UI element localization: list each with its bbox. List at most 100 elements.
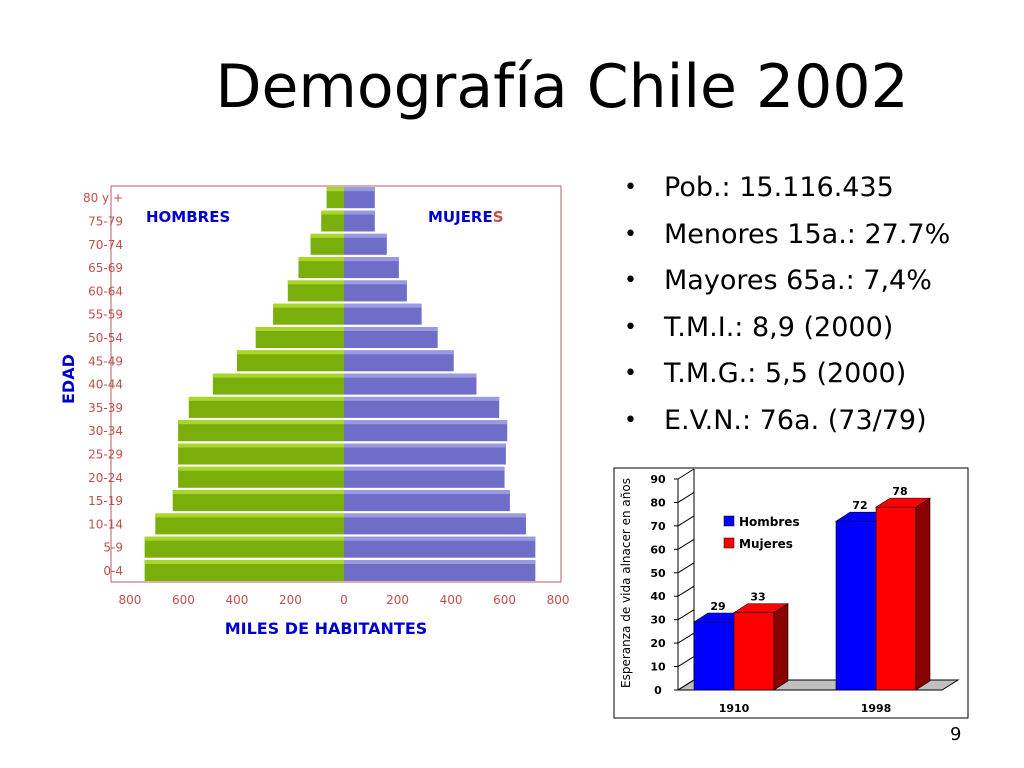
- pyramid-bar-male: [326, 187, 344, 209]
- pyramid-bar-male-highlight: [172, 490, 344, 495]
- pyramid-bar-male: [155, 513, 344, 535]
- pyramid-x-ticks: 800 600 400 200 0 200 400 600 800: [118, 593, 569, 607]
- bullet-dot: •: [624, 221, 637, 247]
- pyramid-bar-female: [344, 233, 387, 255]
- pyramid-bar-female-highlight: [344, 373, 477, 378]
- life-gridline: [677, 632, 695, 644]
- pyramid-bar-male: [298, 257, 344, 279]
- bullet-dot: •: [624, 175, 637, 200]
- pyramid-bar-male-highlight: [188, 396, 344, 401]
- pyramid-bar-male-highlight: [178, 466, 344, 471]
- pyramid-bar-female: [344, 466, 505, 488]
- pyramid-bar-female-highlight: [344, 513, 526, 518]
- bullet-item: • T.M.I.: 8,9 (2000): [624, 305, 950, 352]
- pyramid-bar-male: [236, 350, 344, 372]
- life-legend-label: Mujeres: [739, 537, 793, 551]
- life-y-tick-label: 40: [650, 590, 666, 603]
- pyramid-bar-male: [287, 280, 344, 302]
- bullet-item: • Mayores 65a.: 7,4%: [624, 258, 950, 305]
- pyramid-age-label: 55-59: [88, 308, 123, 322]
- pyramid-bar-female-highlight: [344, 420, 508, 425]
- pyramid-x-tick-label: 400: [440, 593, 463, 607]
- life-bar-value-label: 72: [852, 499, 867, 512]
- pyramid-age-label: 65-69: [88, 261, 123, 275]
- life-bar: [875, 506, 917, 691]
- pyramid-bar-male-highlight: [155, 513, 344, 518]
- pyramid-bar-female: [344, 373, 477, 395]
- population-pyramid-chart: 0-4 5-9 10-14 15-19 20-24 25-29 30-34 35-39 40-4…: [59, 185, 570, 638]
- life-y-tick-label: 90: [650, 473, 666, 486]
- bullet-text: T.M.I.: 8,9 (2000): [664, 311, 894, 343]
- life-gridline: [677, 492, 695, 503]
- pyramid-x-tick-label: 400: [226, 593, 249, 607]
- pyramid-age-label: 50-54: [88, 331, 123, 345]
- bullet-text: Pob.: 15.116.435: [664, 172, 894, 203]
- bullet-text: Menores 15a.: 27.7%: [664, 218, 951, 250]
- pyramid-bar-male-highlight: [255, 327, 344, 331]
- life-y-tick-label: 30: [650, 614, 666, 627]
- life-chart-legend: Hombres Mujeres: [723, 515, 800, 551]
- bullet-item: • E.V.N.: 76a. (73/79): [624, 398, 950, 445]
- pyramid-bar-female: [344, 210, 375, 232]
- life-y-axis-label: Esperanza de vida alnacer en años: [619, 478, 633, 688]
- pyramid-bar-female: [344, 187, 375, 209]
- pyramid-bar-female-highlight: [344, 303, 422, 308]
- pyramid-bar-male-highlight: [178, 420, 344, 425]
- bullet-dot: •: [624, 268, 637, 293]
- bullet-text: T.M.G.: 5,5 (2000): [664, 358, 907, 389]
- pyramid-bar-female: [344, 396, 500, 418]
- life-bar-value-label: 33: [750, 591, 765, 604]
- pyramid-bar-female: [344, 350, 454, 372]
- life-gridline: [677, 515, 695, 527]
- life-gridline: [677, 679, 695, 691]
- pyramid-age-label: 70-74: [88, 238, 123, 252]
- pyramid-age-label: 0-4: [103, 564, 123, 578]
- life-y-tick-label: 0: [654, 684, 662, 697]
- pyramid-bar-female-highlight: [344, 536, 536, 541]
- pyramid-bars: [144, 187, 536, 581]
- slide-title: Demografía Chile 2002: [215, 52, 909, 122]
- pyramid-bar-female-highlight: [344, 257, 399, 262]
- pyramid-bar-male-highlight: [326, 187, 344, 192]
- pyramid-age-label: 15-19: [88, 494, 123, 508]
- pyramid-bar-male: [178, 466, 344, 488]
- life-gridline: [677, 468, 695, 480]
- life-y-tick-label: 60: [650, 543, 666, 556]
- pyramid-age-labels: 0-4 5-9 10-14 15-19 20-24 25-29 30-34 35-39 40-4…: [83, 191, 123, 578]
- pyramid-bar-male-highlight: [273, 303, 344, 308]
- pyramid-bar-female-highlight: [344, 327, 438, 331]
- life-y-tick-label: 10: [650, 661, 666, 674]
- life-gridline: [677, 656, 695, 667]
- pyramid-bar-male: [310, 233, 344, 255]
- pyramid-bar-male: [321, 210, 344, 232]
- life-bar-value-label: 29: [710, 600, 725, 613]
- life-y-tick-label: 70: [650, 520, 666, 533]
- pyramid-bar-male: [212, 373, 344, 395]
- pyramid-bar-female: [344, 257, 399, 279]
- life-bar-side: [773, 603, 789, 691]
- pyramid-x-tick-label: 600: [172, 593, 195, 607]
- pyramid-x-tick-label: 800: [118, 593, 141, 607]
- pyramid-bar-male: [188, 396, 344, 418]
- pyramid-bar-female-highlight: [344, 466, 505, 471]
- pyramid-male-label: HOMBRES: [146, 208, 230, 226]
- life-legend-label: Hombres: [739, 515, 800, 529]
- pyramid-bar-female: [344, 560, 536, 581]
- pyramid-bar-female-highlight: [344, 490, 510, 495]
- life-gridline: [677, 538, 695, 550]
- pyramid-bar-male-highlight: [287, 280, 344, 285]
- bullet-dot: •: [624, 314, 637, 340]
- pyramid-x-tick-label: 200: [279, 593, 302, 607]
- pyramid-bar-female-highlight: [344, 210, 375, 215]
- life-chart-frame: [613, 467, 969, 719]
- life-y-tick-label: 50: [650, 567, 666, 580]
- pyramid-bar-male: [273, 303, 344, 325]
- bullet-dot: •: [624, 407, 637, 433]
- pyramid-bar-male-highlight: [310, 233, 344, 238]
- pyramid-x-tick-label: 200: [386, 593, 409, 607]
- pyramid-bar-male: [172, 490, 344, 512]
- pyramid-age-label: 25-29: [88, 448, 123, 462]
- pyramid-age-label: 45-49: [88, 354, 123, 368]
- pyramid-bar-female-highlight: [344, 187, 375, 192]
